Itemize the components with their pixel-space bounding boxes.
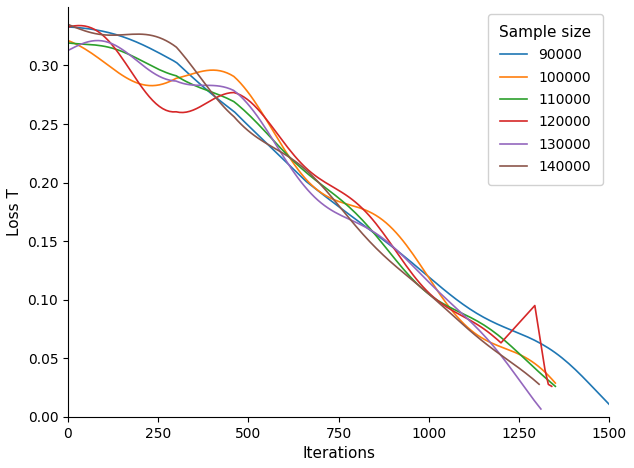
120000 [216, 93, 224, 99]
90000 [605, 402, 613, 408]
90000 [415, 266, 423, 271]
110000 [64, 40, 72, 46]
130000 [94, 38, 102, 44]
130000 [537, 406, 545, 412]
120000 [101, 35, 109, 40]
Line: 110000: 110000 [68, 43, 555, 387]
130000 [64, 48, 72, 53]
140000 [535, 381, 543, 387]
X-axis label: Iterations: Iterations [302, 446, 375, 461]
120000 [74, 23, 82, 29]
100000 [518, 352, 526, 358]
100000 [64, 38, 72, 44]
110000 [345, 204, 353, 210]
120000 [413, 276, 420, 282]
110000 [446, 305, 454, 310]
Line: 130000: 130000 [68, 41, 541, 409]
90000 [507, 327, 515, 333]
Y-axis label: Loss T: Loss T [7, 188, 22, 236]
130000 [68, 46, 75, 51]
140000 [529, 376, 536, 381]
110000 [68, 41, 75, 46]
Line: 140000: 140000 [68, 24, 539, 384]
130000 [223, 85, 231, 90]
140000 [298, 164, 306, 169]
100000 [552, 380, 559, 386]
120000 [548, 383, 555, 389]
130000 [517, 379, 524, 385]
120000 [463, 316, 471, 322]
Legend: 90000, 100000, 110000, 120000, 130000, 140000: 90000, 100000, 110000, 120000, 130000, 1… [488, 14, 602, 185]
110000 [552, 384, 559, 389]
110000 [88, 42, 96, 47]
140000 [149, 33, 157, 38]
110000 [433, 297, 441, 303]
140000 [81, 28, 89, 34]
120000 [139, 85, 146, 91]
90000 [64, 24, 72, 30]
90000 [217, 99, 225, 104]
130000 [480, 332, 488, 337]
130000 [91, 38, 99, 44]
100000 [88, 51, 96, 56]
90000 [364, 226, 372, 231]
Line: 100000: 100000 [68, 41, 555, 383]
100000 [446, 306, 454, 311]
140000 [91, 31, 99, 37]
140000 [112, 32, 119, 38]
100000 [345, 202, 353, 207]
Line: 90000: 90000 [68, 27, 609, 405]
Line: 120000: 120000 [68, 26, 552, 386]
100000 [433, 287, 441, 292]
130000 [470, 322, 477, 327]
120000 [64, 24, 72, 30]
90000 [173, 60, 181, 66]
100000 [68, 39, 75, 45]
90000 [578, 373, 586, 379]
140000 [64, 22, 72, 27]
120000 [456, 312, 464, 318]
110000 [518, 353, 526, 358]
